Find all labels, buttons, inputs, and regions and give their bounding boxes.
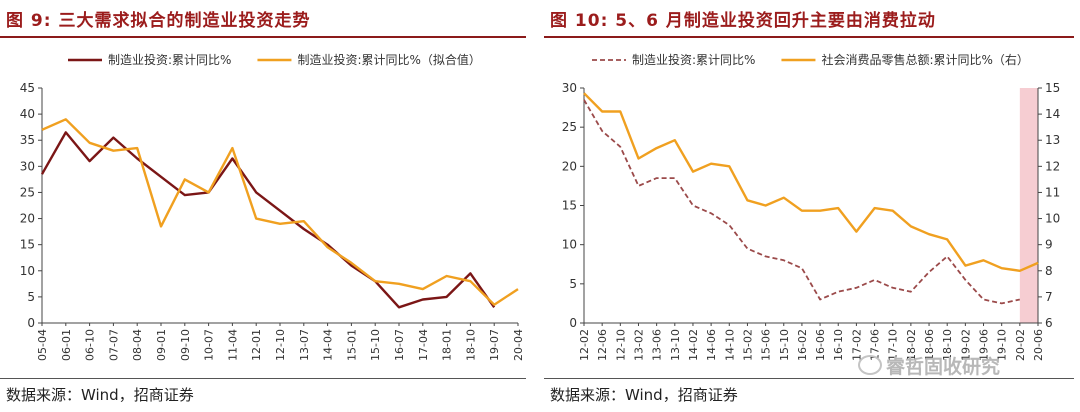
y-tick-label: 10 — [562, 238, 577, 252]
x-tick-label: 19-02 — [959, 329, 972, 361]
series-line-2 — [41, 118, 519, 306]
y-right-tick-label: 15 — [1045, 81, 1060, 95]
x-tick-label: 18-06 — [923, 329, 936, 361]
y-tick-label: 0 — [27, 316, 35, 330]
y-right-tick-label: 9 — [1045, 238, 1053, 252]
source-divider — [544, 378, 1074, 379]
source-divider — [0, 378, 526, 379]
x-tick-label: 19-10 — [996, 329, 1009, 361]
x-tick-label: 14-02 — [687, 329, 700, 361]
y-tick-label: 35 — [20, 133, 35, 147]
x-tick-label: 19-06 — [978, 329, 991, 361]
x-tick-label: 16-07 — [393, 329, 406, 361]
x-tick-label: 13-02 — [632, 329, 645, 361]
y-right-tick-label: 13 — [1045, 133, 1060, 147]
y-tick-label: 0 — [569, 316, 577, 330]
watermark-text: 睿哲固收研究 — [886, 356, 1001, 378]
y-right-tick-label: 11 — [1045, 185, 1060, 199]
x-tick-label: 15-02 — [741, 329, 754, 361]
y-tick-label: 30 — [20, 159, 35, 173]
title-divider — [544, 36, 1074, 38]
chart-title: 图 10: 5、6 月制造业投资回升主要由消费拉动 — [550, 11, 936, 31]
x-tick-label: 13-10 — [669, 329, 682, 361]
chart-right: 0 5 10 15 20 25 30 6 7 8 9 10 11 12 13 14 15 12-02 12-06 12… — [562, 52, 1061, 361]
watermark: 睿哲固收研究 — [858, 352, 1000, 379]
x-tick-label: 20-04 — [512, 329, 525, 361]
x-tick-label: 06-01 — [60, 329, 73, 361]
x-tick-label: 20-06 — [1032, 329, 1045, 361]
chart-panel-left: 图 9: 三大需求拟合的制造业投资走势 0 5 10 15 20 25 30 35 40 45 05… — [0, 0, 532, 412]
x-tick-label: 17-02 — [850, 329, 863, 361]
x-tick-label: 09-01 — [155, 329, 168, 361]
y-tick-label: 15 — [20, 238, 35, 252]
x-tick-label: 17-10 — [887, 329, 900, 361]
series-line-1 — [40, 131, 496, 309]
x-tick-label: 17-06 — [869, 329, 882, 361]
y-right-tick-label: 12 — [1045, 159, 1060, 173]
x-tick-label: 18-01 — [441, 329, 454, 361]
chart-title: 图 9: 三大需求拟合的制造业投资走势 — [6, 11, 311, 31]
legend-label: 制造业投资:累计同比%（拟合值） — [297, 52, 480, 67]
x-tick-label: 19-07 — [488, 329, 501, 361]
title-divider — [0, 36, 526, 38]
y-tick-label: 40 — [20, 107, 35, 121]
series-line-1 — [583, 99, 1020, 305]
y-right-tick-label: 14 — [1045, 107, 1060, 121]
y-right-tick-label: 8 — [1045, 264, 1053, 278]
x-tick-label: 11-04 — [226, 329, 239, 361]
x-tick-label: 15-06 — [760, 329, 773, 361]
x-tick-label: 16-02 — [796, 329, 809, 361]
y-tick-label: 10 — [20, 264, 35, 278]
legend-label: 制造业投资:累计同比% — [632, 52, 755, 67]
chart-panel-right: 图 10: 5、6 月制造业投资回升主要由消费拉动 0 5 10 15 20 25 30 6 7… — [544, 0, 1080, 412]
y-tick-label: 5 — [27, 290, 35, 304]
x-tick-label: 20-02 — [1014, 329, 1027, 361]
x-tick-label: 12-10 — [614, 329, 627, 361]
y-tick-label: 20 — [20, 212, 35, 226]
legend-label: 制造业投资:累计同比% — [108, 52, 231, 67]
x-tick-label: 08-04 — [131, 329, 144, 361]
chart-source: 数据来源：Wind，招商证券 — [550, 386, 738, 404]
x-tick-label: 14-04 — [322, 329, 335, 361]
x-tick-label: 15-01 — [345, 329, 358, 361]
x-tick-label: 10-07 — [203, 329, 216, 361]
y-tick-label: 5 — [569, 277, 577, 291]
x-tick-label: 18-10 — [941, 329, 954, 361]
x-tick-label: 15-10 — [369, 329, 382, 361]
wechat-icon — [858, 355, 882, 375]
x-tick-label: 13-07 — [298, 329, 311, 361]
x-tick-label: 18-02 — [905, 329, 918, 361]
y-tick-label: 25 — [562, 120, 577, 134]
x-tick-label: 09-10 — [179, 329, 192, 361]
x-tick-label: 13-06 — [651, 329, 664, 361]
y-tick-label: 20 — [562, 159, 577, 173]
y-right-tick-label: 6 — [1045, 316, 1053, 330]
y-tick-label: 25 — [20, 185, 35, 199]
y-tick-label: 45 — [20, 81, 35, 95]
series-line-2 — [583, 92, 1039, 273]
x-tick-label: 06-10 — [84, 329, 97, 361]
x-tick-label: 16-10 — [832, 329, 845, 361]
x-tick-label: 12-02 — [578, 329, 591, 361]
x-tick-label: 12-06 — [596, 329, 609, 361]
y-right-tick-label: 7 — [1045, 290, 1053, 304]
x-tick-label: 05-04 — [36, 329, 49, 361]
y-right-tick-label: 10 — [1045, 212, 1060, 226]
x-tick-label: 17-04 — [417, 329, 430, 361]
x-tick-label: 14-06 — [705, 329, 718, 361]
y-tick-label: 30 — [562, 81, 577, 95]
x-tick-label: 14-10 — [723, 329, 736, 361]
y-tick-label: 15 — [562, 199, 577, 213]
x-tick-label: 12-10 — [274, 329, 287, 361]
chart-source: 数据来源：Wind，招商证券 — [6, 386, 194, 404]
legend-label: 社会消费品零售总额:累计同比%（右） — [821, 52, 1028, 67]
x-tick-label: 15-10 — [778, 329, 791, 361]
x-tick-label: 07-07 — [107, 329, 120, 361]
x-tick-label: 12-01 — [250, 329, 263, 361]
x-tick-label: 18-10 — [464, 329, 477, 361]
x-tick-label: 16-06 — [814, 329, 827, 361]
chart-left: 0 5 10 15 20 25 30 35 40 45 05-04 06-01 06-10 07-07 08… — [20, 52, 525, 361]
highlight-band — [1019, 88, 1038, 323]
